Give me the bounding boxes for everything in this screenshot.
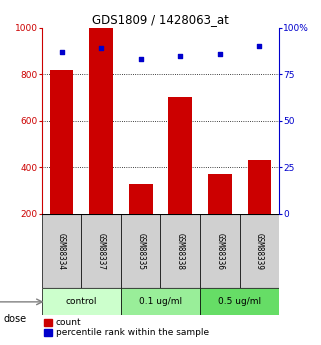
Text: 0.5 ug/ml: 0.5 ug/ml <box>218 297 261 306</box>
Bar <box>200 288 279 315</box>
Text: count: count <box>56 318 82 327</box>
Bar <box>81 214 121 288</box>
Point <box>99 45 104 51</box>
Bar <box>129 184 152 214</box>
Text: GSM88336: GSM88336 <box>215 233 224 270</box>
Text: percentile rank within the sample: percentile rank within the sample <box>56 328 209 337</box>
Text: 0.1 ug/ml: 0.1 ug/ml <box>139 297 182 306</box>
Title: GDS1809 / 1428063_at: GDS1809 / 1428063_at <box>92 13 229 27</box>
Bar <box>89 28 113 214</box>
Point <box>178 53 183 58</box>
Text: GSM88337: GSM88337 <box>97 233 106 270</box>
Bar <box>247 160 271 214</box>
Bar <box>208 174 232 214</box>
Text: dose: dose <box>3 314 26 324</box>
Bar <box>42 214 81 288</box>
Bar <box>42 288 121 315</box>
Bar <box>121 288 200 315</box>
Bar <box>160 214 200 288</box>
Point <box>138 57 143 62</box>
Text: control: control <box>65 297 97 306</box>
Bar <box>50 69 74 214</box>
Point <box>59 49 64 55</box>
Bar <box>240 214 279 288</box>
Text: GSM88339: GSM88339 <box>255 233 264 270</box>
Point <box>217 51 222 57</box>
Bar <box>121 214 160 288</box>
Bar <box>200 214 240 288</box>
Bar <box>169 97 192 214</box>
Text: GSM88334: GSM88334 <box>57 233 66 270</box>
Bar <box>44 319 52 326</box>
Point <box>257 43 262 49</box>
Text: GSM88338: GSM88338 <box>176 233 185 270</box>
Bar <box>44 329 52 336</box>
Text: GSM88335: GSM88335 <box>136 233 145 270</box>
